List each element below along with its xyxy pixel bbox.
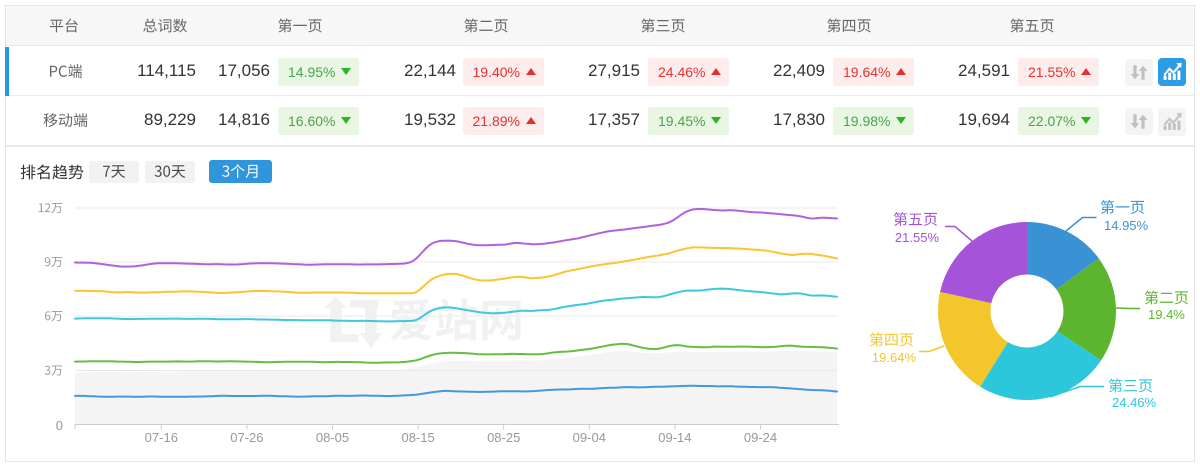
svg-text:09-04: 09-04	[573, 430, 606, 445]
svg-text:0: 0	[56, 418, 63, 433]
svg-text:09-24: 09-24	[744, 430, 777, 445]
svg-text:19.64%: 19.64%	[872, 350, 917, 365]
svg-text:19.4%: 19.4%	[1148, 307, 1185, 322]
svg-text:21.55%: 21.55%	[895, 230, 940, 245]
svg-text:09-14: 09-14	[658, 430, 691, 445]
svg-text:08-05: 08-05	[316, 430, 349, 445]
svg-text:08-25: 08-25	[487, 430, 520, 445]
svg-text:08-15: 08-15	[401, 430, 434, 445]
svg-text:07-26: 07-26	[230, 430, 263, 445]
svg-text:24.46%: 24.46%	[1112, 395, 1157, 410]
svg-text:14.95%: 14.95%	[1104, 218, 1149, 233]
svg-text:07-16: 07-16	[145, 430, 178, 445]
